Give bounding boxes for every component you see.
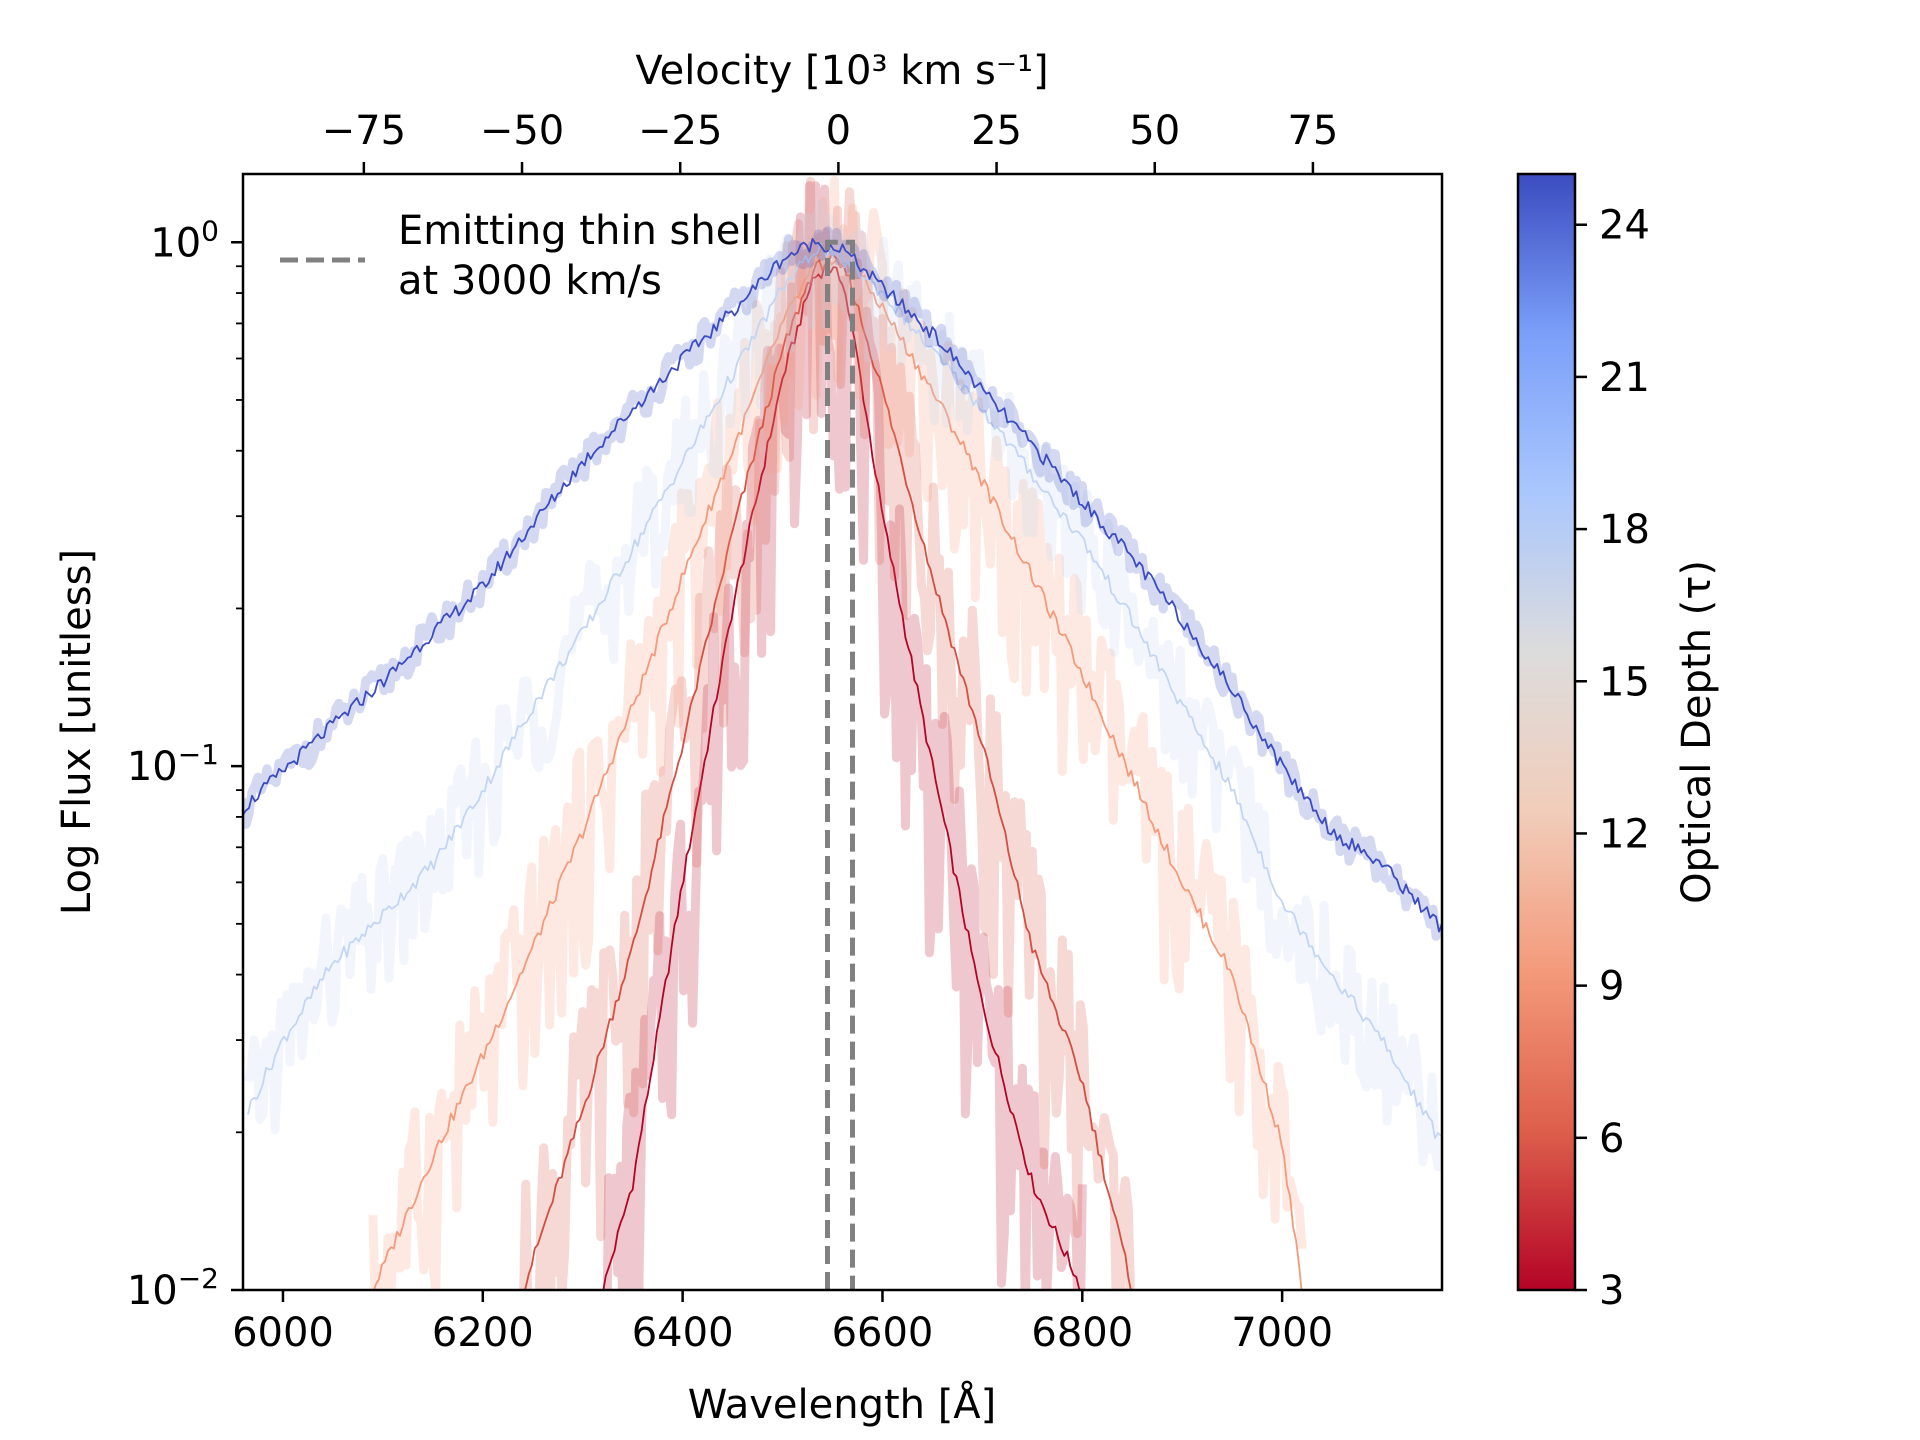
- legend: Emitting thin shell at 3000 km/s: [280, 208, 763, 304]
- legend-label-line-2: at 3000 km/s: [398, 258, 662, 304]
- x-tick-label: 6000: [232, 1310, 334, 1356]
- series-band-tau-9: [368, 175, 1307, 1290]
- top-axis-ticks: −75 −50 −25 0 25 50 75: [322, 108, 1338, 174]
- series-line-tau-3: [602, 264, 1083, 1290]
- x-tick-label: 7000: [1231, 1310, 1333, 1356]
- top-axis-label: Velocity [10³ km s⁻¹]: [635, 48, 1048, 94]
- top-tick-label: 75: [1287, 108, 1338, 154]
- x-tick-label: 6200: [432, 1310, 534, 1356]
- top-tick-label: −50: [480, 108, 564, 154]
- colorbar-label: Optical Depth (τ): [1674, 560, 1720, 904]
- legend-label-line-1: Emitting thin shell: [398, 208, 763, 254]
- colorbar: 3 6 9 12 15 18 21 24 Optical Depth (τ): [1516, 172, 1720, 1314]
- colorbar-gradient: [1518, 174, 1575, 1290]
- y-tick-label: 100: [150, 214, 219, 266]
- series-band-tau-3: [602, 181, 1087, 1290]
- colorbar-tick-label: 6: [1599, 1116, 1624, 1162]
- plot-frame: [241, 172, 1444, 1292]
- colorbar-tick-label: 18: [1599, 507, 1650, 553]
- colorbar-tick-label: 12: [1599, 811, 1650, 857]
- x-axis-ticks: 6000 6200 6400 6600 6800 7000: [232, 1290, 1333, 1356]
- series-tau-9: [368, 175, 1307, 1290]
- colorbar-tick-label: 15: [1599, 659, 1650, 705]
- x-axis-label: Wavelength [Å]: [688, 1380, 997, 1428]
- top-tick-label: 0: [826, 108, 851, 154]
- thin-shell-marker: [825, 239, 855, 1290]
- series-layer: [243, 175, 1442, 1290]
- x-tick-label: 6400: [632, 1310, 734, 1356]
- colorbar-tick-label: 3: [1599, 1268, 1624, 1314]
- top-tick-label: 25: [971, 108, 1022, 154]
- thin-shell-box: [825, 239, 855, 1290]
- series-tau-3: [602, 181, 1087, 1290]
- plot-area: [243, 174, 1442, 1290]
- series-line-tau-25: [243, 237, 1442, 933]
- series-band-tau-5: [519, 176, 1135, 1290]
- y-axis-label: Log Flux [unitless]: [54, 549, 100, 915]
- y-tick-label: 10−1: [127, 738, 219, 790]
- x-tick-label: 6600: [832, 1310, 934, 1356]
- top-tick-label: −75: [322, 108, 406, 154]
- y-axis-ticks: 10−2 10−1 100: [127, 214, 243, 1314]
- colorbar-ticks: 3 6 9 12 15 18 21 24: [1575, 203, 1650, 1314]
- y-tick-label: 10−2: [127, 1262, 219, 1314]
- series-band-tau-16: [243, 199, 1442, 1172]
- series-tau-25: [243, 226, 1442, 941]
- top-tick-label: −25: [638, 108, 722, 154]
- x-tick-label: 6800: [1031, 1310, 1133, 1356]
- top-tick-label: 50: [1129, 108, 1180, 154]
- series-line-tau-9: [373, 244, 1303, 1290]
- colorbar-frame: [1516, 172, 1577, 1292]
- colorbar-tick-label: 21: [1599, 355, 1650, 401]
- colorbar-tick-label: 24: [1599, 203, 1650, 249]
- series-line-tau-16: [247, 242, 1442, 1139]
- series-tau-16: [243, 199, 1442, 1172]
- colorbar-tick-label: 9: [1599, 964, 1624, 1010]
